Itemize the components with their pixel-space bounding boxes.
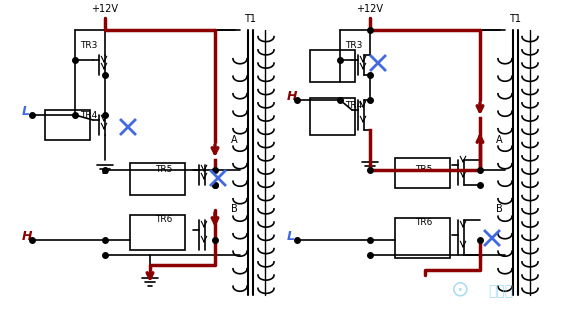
Text: T1: T1 — [509, 14, 521, 24]
Bar — [130, 215, 185, 250]
Text: L: L — [287, 230, 295, 243]
Bar — [395, 218, 450, 258]
Text: ⊙: ⊙ — [451, 279, 469, 299]
Text: +12V: +12V — [356, 4, 384, 14]
Text: H: H — [287, 90, 297, 103]
Text: B: B — [231, 204, 238, 214]
Bar — [45, 110, 90, 140]
Text: TR3: TR3 — [345, 41, 363, 50]
Text: +12V: +12V — [92, 4, 118, 14]
Text: B: B — [496, 204, 503, 214]
Bar — [310, 50, 355, 82]
Text: TR3: TR3 — [80, 41, 97, 50]
Text: TR5: TR5 — [415, 165, 433, 174]
Bar — [310, 98, 355, 135]
Text: TR5: TR5 — [155, 165, 173, 174]
Text: TR6: TR6 — [415, 218, 433, 227]
Text: 日月辰: 日月辰 — [488, 284, 513, 298]
Text: TR6: TR6 — [155, 215, 173, 224]
Bar — [395, 158, 450, 188]
Text: TR4: TR4 — [345, 101, 362, 110]
Text: L: L — [22, 105, 30, 118]
Text: A: A — [496, 135, 503, 145]
Text: T1: T1 — [244, 14, 256, 24]
Text: H: H — [22, 230, 33, 243]
Bar — [130, 163, 185, 195]
Text: A: A — [231, 135, 238, 145]
Text: TR4: TR4 — [80, 111, 97, 120]
